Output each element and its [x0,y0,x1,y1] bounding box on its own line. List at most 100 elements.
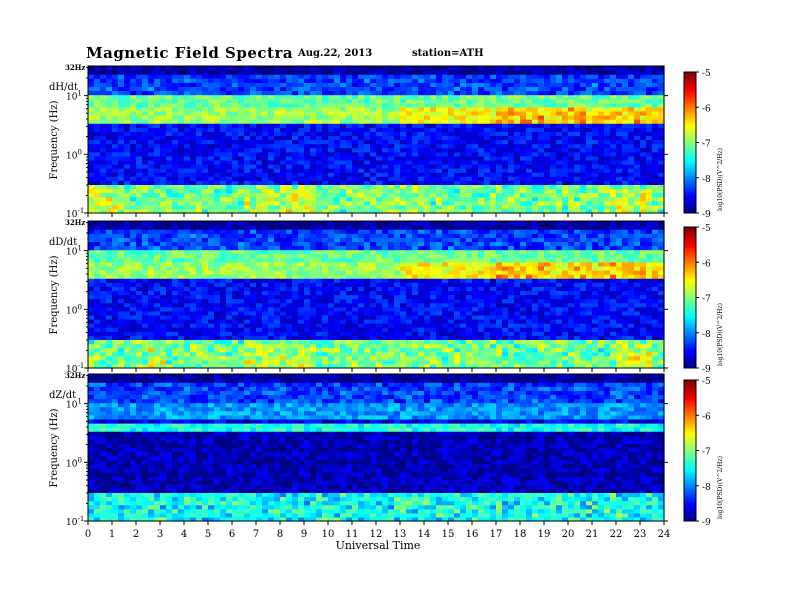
heatmap-cell [274,290,281,296]
heatmap-cell [214,278,221,283]
heatmap-cell [220,237,227,243]
heatmap-cell [628,66,635,71]
heatmap-cell [250,310,257,316]
heatmap-cell [100,135,107,141]
heatmap-cell [178,143,185,149]
heatmap-cell [124,323,131,328]
heatmap-cell [400,94,407,100]
heatmap-cell [388,115,395,120]
heatmap-cell [544,90,551,96]
heatmap-cell [196,180,203,186]
heatmap-cell [220,106,227,112]
heatmap-cell [502,106,509,112]
heatmap-cell [184,204,191,210]
heatmap-cell [352,106,359,112]
heatmap-cell [130,176,137,181]
heatmap-cell [508,123,515,128]
heatmap-cell [262,286,269,292]
heatmap-cell [160,351,167,357]
heatmap-cell [100,115,107,120]
heatmap-cell [634,155,641,161]
heatmap-cell [388,188,395,194]
heatmap-cell [574,176,581,181]
heatmap-cell [328,204,335,210]
heatmap-cell [442,147,449,153]
heatmap-cell [100,78,107,83]
heatmap-cell [238,115,245,120]
heatmap-cell [94,343,101,349]
heatmap-cell [124,147,131,153]
heatmap-cell [334,208,341,214]
heatmap-cell [280,102,287,108]
heatmap-cell [604,188,611,194]
heatmap-cell [262,270,269,275]
heatmap-cell [544,78,551,83]
heatmap-cell [148,110,155,116]
heatmap-cell [256,290,263,296]
heatmap-cell [412,131,419,137]
heatmap-cell [568,110,575,116]
heatmap-cell [178,221,185,226]
heatmap-cell [316,339,323,345]
heatmap-cell [106,143,113,149]
heatmap-cell [538,115,545,120]
heatmap-cell [388,139,395,145]
heatmap-cell [598,82,605,88]
heatmap-cell [592,98,599,104]
heatmap-cell [220,172,227,177]
heatmap-cell [262,131,269,137]
heatmap-cell [172,359,179,365]
heatmap-cell [214,339,221,345]
heatmap-cell [130,355,137,361]
heatmap-cell [100,225,107,230]
heatmap-cell [310,229,317,234]
heatmap-cell [112,135,119,141]
heatmap-cell [316,319,323,324]
heatmap-cell [304,335,311,341]
heatmap-cell [658,102,665,108]
heatmap-cell [628,94,635,100]
heatmap-cell [160,208,167,214]
heatmap-cell [220,86,227,92]
heatmap-cell [550,94,557,100]
heatmap-cell [298,363,305,369]
heatmap-cell [172,204,179,210]
heatmap-cell [454,176,461,181]
heatmap-cell [508,115,515,120]
heatmap-cell [622,180,629,186]
heatmap-cell [550,135,557,141]
heatmap-cell [190,131,197,137]
heatmap-cell [250,323,257,328]
heatmap-cell [580,208,587,214]
heatmap-cell [520,200,527,206]
heatmap-cell [370,200,377,206]
heatmap-cell [358,123,365,128]
heatmap-cell [274,110,281,116]
heatmap-cell [274,139,281,145]
heatmap-cell [658,143,665,149]
heatmap-cell [232,286,239,292]
heatmap-cell [640,168,647,173]
heatmap-cell [472,164,479,169]
heatmap-cell [304,74,311,79]
heatmap-cell [478,147,485,153]
heatmap-cell [310,274,317,279]
heatmap-cell [202,323,209,328]
heatmap-cell [190,192,197,198]
heatmap-cell [124,331,131,336]
heatmap-cell [124,66,131,71]
heatmap-cell [142,323,149,328]
heatmap-cell [268,355,275,361]
heatmap-cell [328,86,335,92]
heatmap-cell [154,188,161,194]
heatmap-cell [214,106,221,112]
heatmap-cell [490,172,497,177]
heatmap-cell [370,98,377,104]
heatmap-cell [610,106,617,112]
heatmap-cell [598,139,605,145]
heatmap-cell [184,270,191,275]
heatmap-cell [316,90,323,96]
heatmap-cell [106,249,113,255]
heatmap-cell [508,151,515,157]
heatmap-cell [196,106,203,112]
